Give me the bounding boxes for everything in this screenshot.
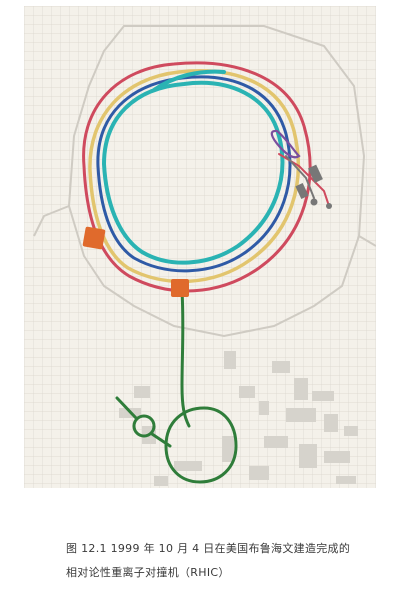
beam-device-2 — [295, 182, 309, 200]
site-map — [33, 25, 377, 338]
building — [134, 386, 150, 398]
booster-to-ags — [150, 432, 172, 448]
beam-device-1 — [307, 164, 323, 183]
detector-west — [82, 226, 106, 250]
building — [264, 436, 288, 448]
site-road-west — [33, 205, 70, 237]
ring-teal — [102, 80, 285, 265]
building — [154, 476, 168, 486]
ags-ring — [164, 406, 238, 484]
building — [249, 466, 269, 480]
linac-line — [115, 396, 138, 420]
beam-terminal-1 — [310, 198, 318, 206]
detector-south — [171, 279, 189, 297]
building — [259, 401, 269, 415]
site-perimeter-road — [67, 25, 366, 338]
teal-crossover — [152, 69, 226, 92]
building — [299, 444, 317, 468]
transfer-line-main — [180, 289, 191, 428]
transfer-line — [115, 289, 238, 484]
site-road-east — [358, 235, 377, 247]
building — [224, 351, 236, 369]
building — [324, 414, 338, 432]
building — [174, 461, 202, 471]
building — [294, 378, 308, 400]
rhic-map-svg — [24, 6, 377, 488]
building — [222, 436, 234, 462]
booster-ring — [132, 414, 156, 438]
building — [312, 391, 334, 401]
ring-red — [82, 61, 312, 293]
building — [336, 476, 356, 484]
rhic-diagram — [24, 6, 377, 488]
building — [272, 361, 290, 373]
storage-rings — [82, 61, 312, 293]
ring-blue — [96, 75, 292, 273]
detectors — [82, 226, 189, 297]
building — [344, 426, 358, 436]
building — [239, 386, 255, 398]
beam-terminal-2 — [326, 203, 332, 209]
caption-line-1: 图 12.1 1999 年 10 月 4 日在美国布鲁海文建造完成的 — [66, 542, 351, 555]
injection-line-gray — [285, 155, 315, 199]
campus-buildings — [119, 351, 358, 486]
injection-devices — [295, 164, 332, 209]
building — [324, 451, 350, 463]
caption-line-2: 相对论性重离子对撞机（RHIC） — [66, 566, 230, 579]
ring-yellow — [88, 69, 301, 284]
injection-loop-purple — [270, 129, 301, 159]
building — [286, 408, 316, 422]
